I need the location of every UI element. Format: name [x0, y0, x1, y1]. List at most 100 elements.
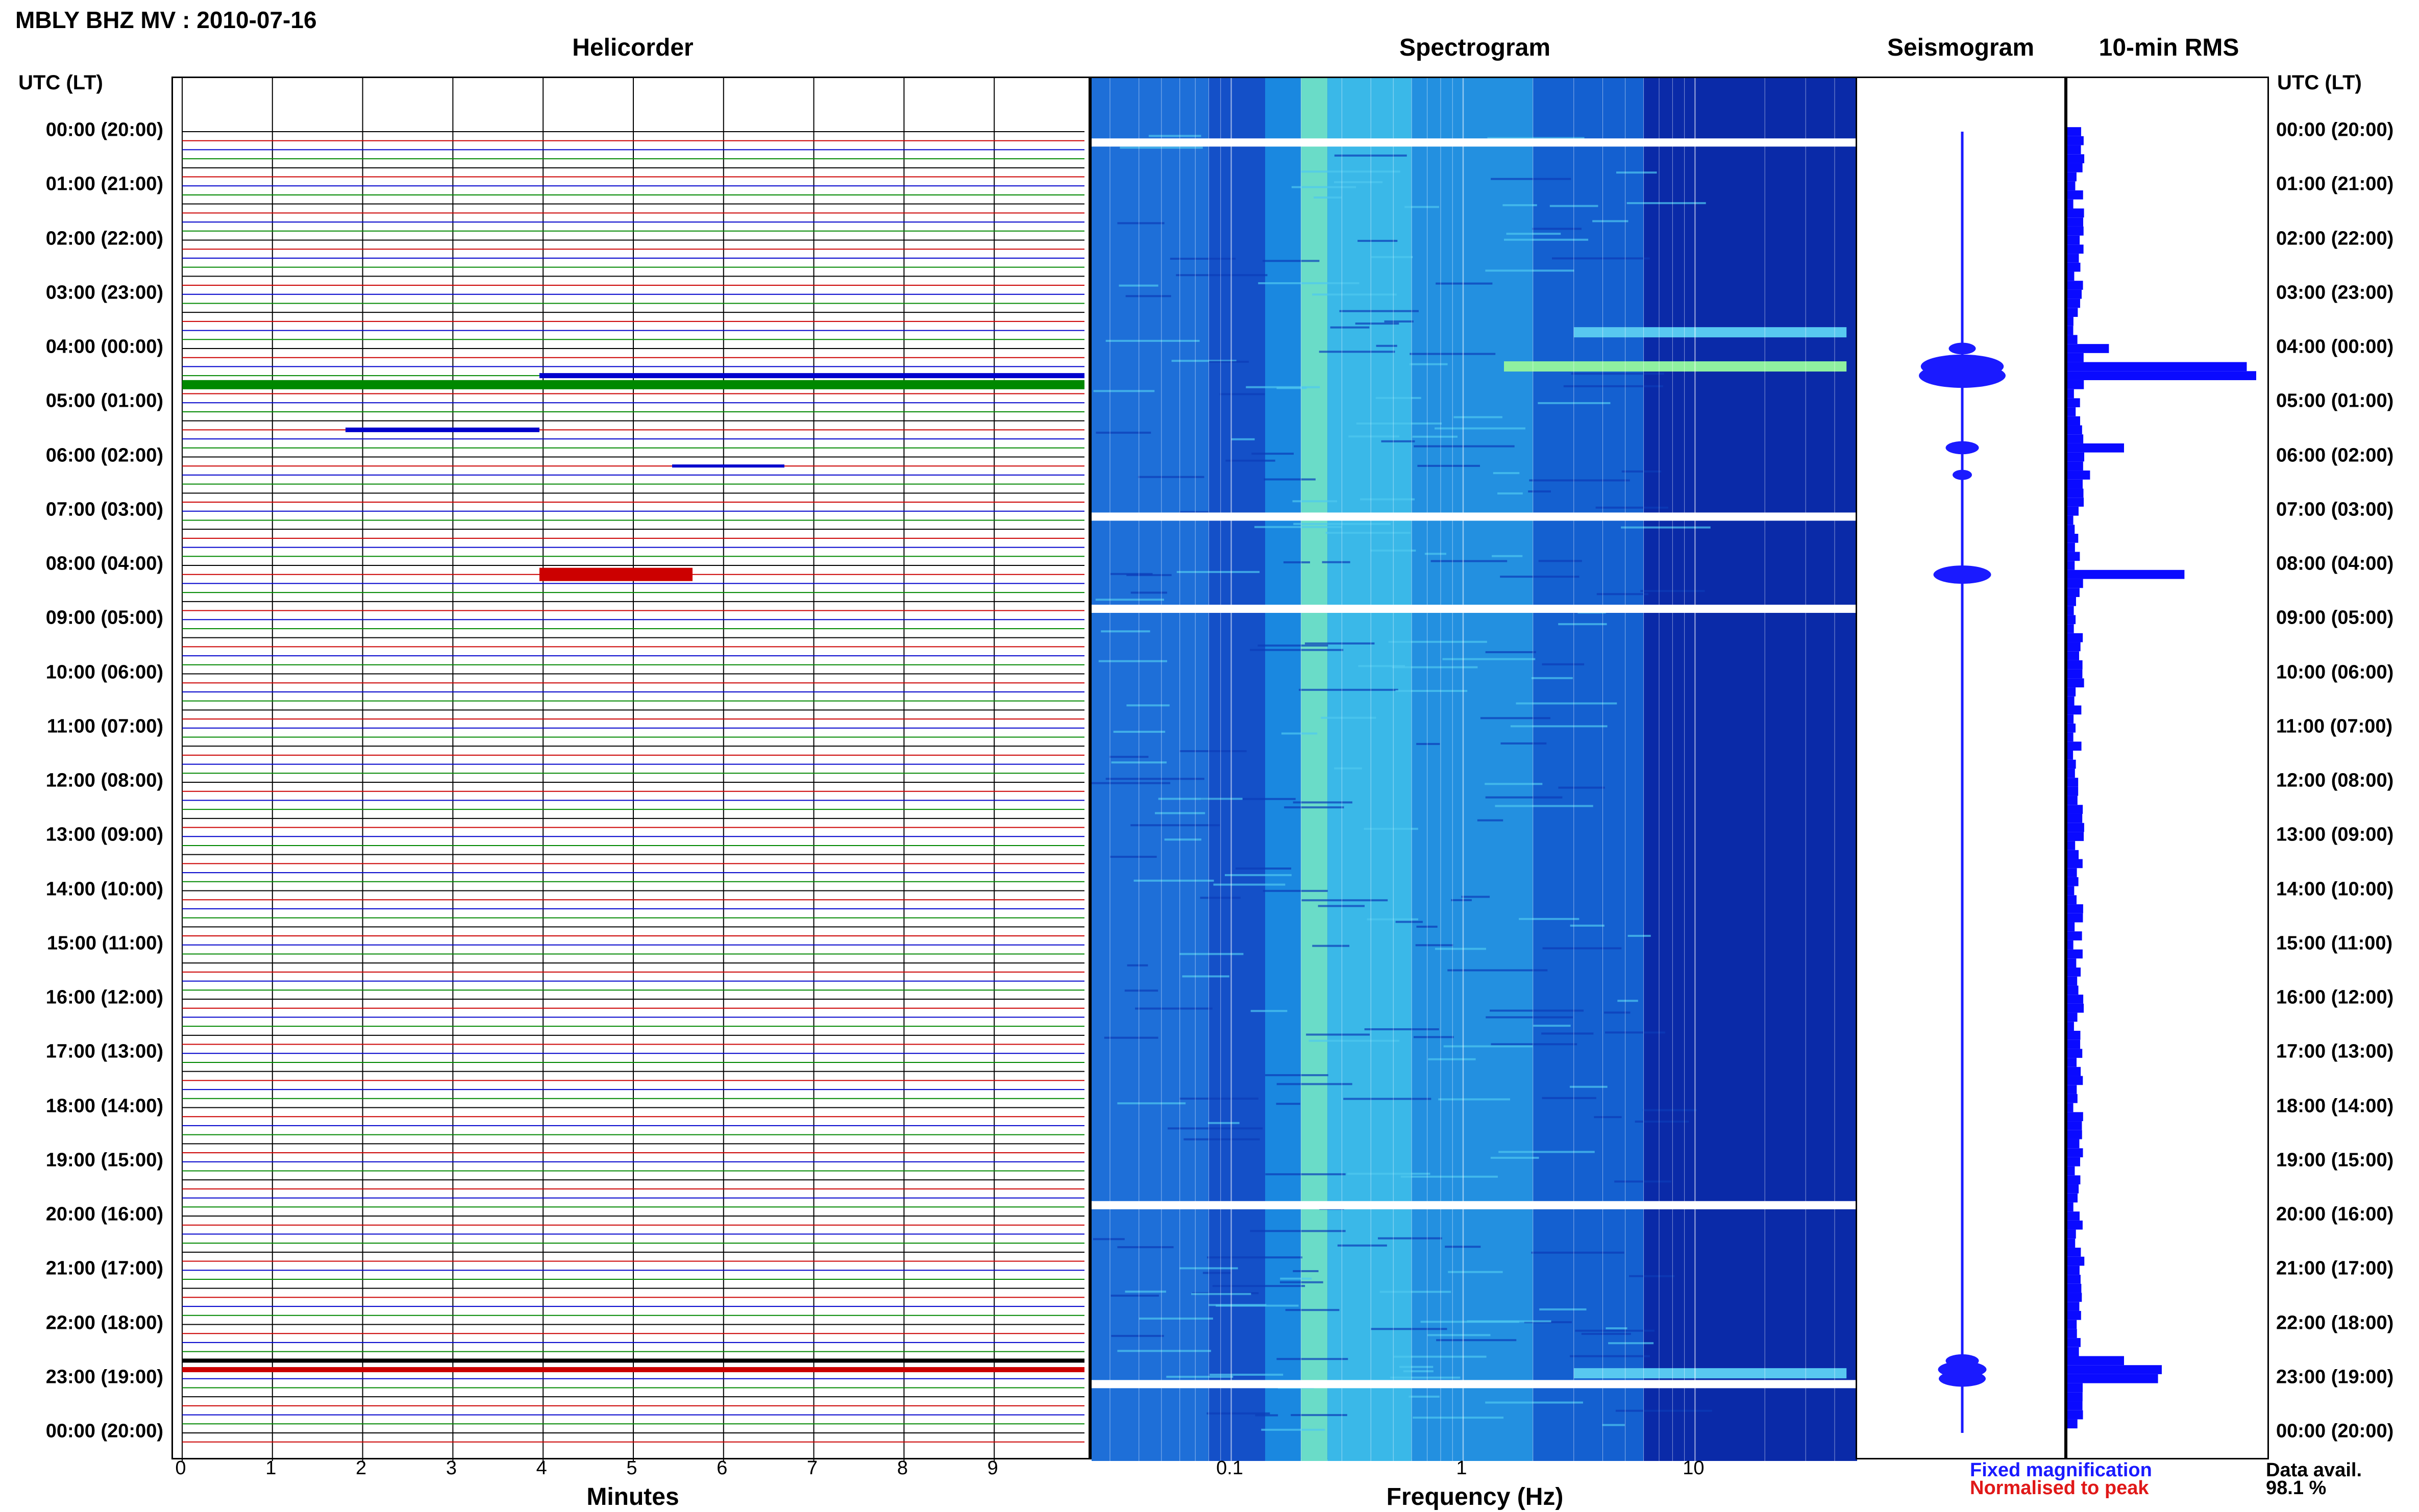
rms-bar — [2067, 778, 2079, 787]
spectrogram-streak — [1343, 1098, 1431, 1100]
spectrogram-streak — [1490, 1009, 1584, 1012]
spectrogram-streak — [1101, 630, 1150, 633]
spectrogram-streak — [1485, 1401, 1583, 1404]
spectrogram-streak — [1413, 1036, 1454, 1038]
spectrogram-streak — [1130, 824, 1220, 827]
rms-bar — [2067, 1012, 2078, 1022]
spectrogram-streak — [1098, 660, 1168, 662]
spectrogram-streak — [1384, 320, 1414, 323]
spectrogram-streak — [1392, 666, 1478, 668]
spectrogram-streak — [1532, 228, 1582, 230]
spectrogram-streak — [1254, 526, 1342, 528]
helicorder-x-tick: 3 — [446, 1457, 457, 1479]
spectrogram-streak — [1219, 393, 1265, 395]
time-tick-right: 18:00 (14:00) — [2276, 1095, 2394, 1117]
spectrogram-band — [1265, 78, 1301, 1461]
spectrogram-event-band — [1503, 361, 1847, 372]
spectrogram-streak — [1182, 975, 1229, 978]
rms-bar — [2067, 525, 2075, 534]
spectrogram-streak — [1604, 1011, 1631, 1014]
spectrogram-streak — [1388, 640, 1487, 643]
spectrogram-streak — [1208, 1304, 1267, 1306]
spectrogram-streak — [1485, 796, 1563, 799]
spectrogram-streak — [1105, 339, 1200, 342]
helicorder-title: Helicorder — [572, 34, 694, 61]
rms-bar — [2067, 606, 2074, 615]
rms-bar — [2067, 1266, 2080, 1275]
rms-bar — [2067, 976, 2078, 986]
spectrogram-streak — [1500, 742, 1547, 745]
time-tick-left: 10:00 (06:00) — [45, 661, 163, 683]
spectrogram-streak — [1293, 801, 1352, 804]
spectrogram-streak — [1569, 1085, 1608, 1088]
spectrogram-streak — [1265, 1173, 1346, 1176]
spectrogram-streak — [1415, 944, 1453, 947]
rms-bar — [2067, 308, 2078, 317]
helicorder-x-label: Minutes — [586, 1483, 679, 1510]
rms-bar — [2067, 714, 2074, 724]
time-tick-left: 02:00 (22:00) — [45, 228, 163, 249]
spectrogram-streak — [1126, 704, 1170, 707]
spectrogram-streak — [1200, 897, 1241, 899]
rms-bar — [2067, 552, 2080, 561]
spectrogram-streak — [1139, 1317, 1213, 1320]
rms-bar — [2067, 823, 2084, 832]
rms-bar — [2067, 199, 2074, 209]
spectrogram-streak — [1304, 642, 1375, 645]
legend-normalised-to-peak: Normalised to peak — [1970, 1477, 2149, 1499]
spectrogram-streak — [1130, 591, 1167, 594]
spectrogram-streak — [1616, 171, 1657, 174]
spectrogram-streak — [1606, 1327, 1627, 1330]
spectrogram-streak — [1334, 767, 1362, 770]
rms-bar — [2067, 832, 2084, 841]
rms-bar — [2067, 1076, 2083, 1085]
spectrogram-data-gap — [1092, 1380, 1857, 1389]
time-tick-right: 07:00 (03:00) — [2276, 499, 2394, 520]
rms-bar — [2067, 127, 2081, 136]
rms-bar — [2067, 317, 2074, 326]
spectrogram-streak — [1166, 1376, 1233, 1378]
rms-bar — [2067, 1310, 2081, 1320]
spectrogram-streak — [1093, 1238, 1125, 1241]
rms-bar — [2067, 136, 2084, 145]
rms-bar — [2067, 1039, 2081, 1049]
legend-fixed-magnification: Fixed magnification — [1970, 1459, 2152, 1481]
spectrogram-streak — [1264, 478, 1316, 481]
spectrogram-streak — [1436, 1339, 1517, 1342]
rms-bar — [2067, 813, 2083, 823]
time-tick-left: 06:00 (02:00) — [45, 444, 163, 466]
rms-bar — [2067, 633, 2083, 642]
rms-plot — [2067, 127, 2256, 1429]
spectrogram-streak — [1528, 490, 1551, 493]
rms-bar — [2067, 1003, 2084, 1013]
spectrogram-streak — [1435, 948, 1486, 950]
time-tick-right: 06:00 (02:00) — [2276, 444, 2394, 466]
spectrogram-streak — [1207, 1256, 1302, 1259]
rms-bar — [2067, 904, 2083, 913]
spectrogram-streak — [1497, 492, 1523, 494]
rms-bar — [2067, 452, 2085, 462]
rms-bar — [2067, 723, 2076, 733]
rms-bar — [2067, 353, 2084, 362]
spectrogram-streak — [1629, 1275, 1675, 1277]
spectrogram-streak — [1334, 181, 1383, 184]
spectrogram-streak — [1301, 170, 1400, 173]
spectrogram-streak — [1293, 1270, 1319, 1272]
rms-bar — [2067, 741, 2082, 751]
spectrogram-streak — [1529, 479, 1630, 482]
spectrogram-streak — [1191, 1293, 1251, 1295]
spectrogram-streak — [1348, 435, 1400, 438]
time-tick-right: 13:00 (09:00) — [2276, 824, 2394, 846]
rms-bar — [2067, 1419, 2078, 1429]
spectrogram-streak — [1263, 260, 1320, 262]
rms-bar — [2067, 1130, 2082, 1139]
spectrogram-streak — [1276, 1103, 1300, 1105]
rms-bar — [2067, 913, 2083, 923]
time-tick-right: 02:00 (22:00) — [2276, 228, 2394, 249]
time-tick-left: 14:00 (10:00) — [45, 878, 163, 900]
rms-bar — [2067, 1401, 2083, 1410]
time-tick-right: 03:00 (23:00) — [2276, 282, 2394, 304]
spectrogram-streak — [1485, 269, 1574, 272]
rms-bar — [2067, 181, 2076, 191]
spectrogram-streak — [1364, 1028, 1439, 1031]
